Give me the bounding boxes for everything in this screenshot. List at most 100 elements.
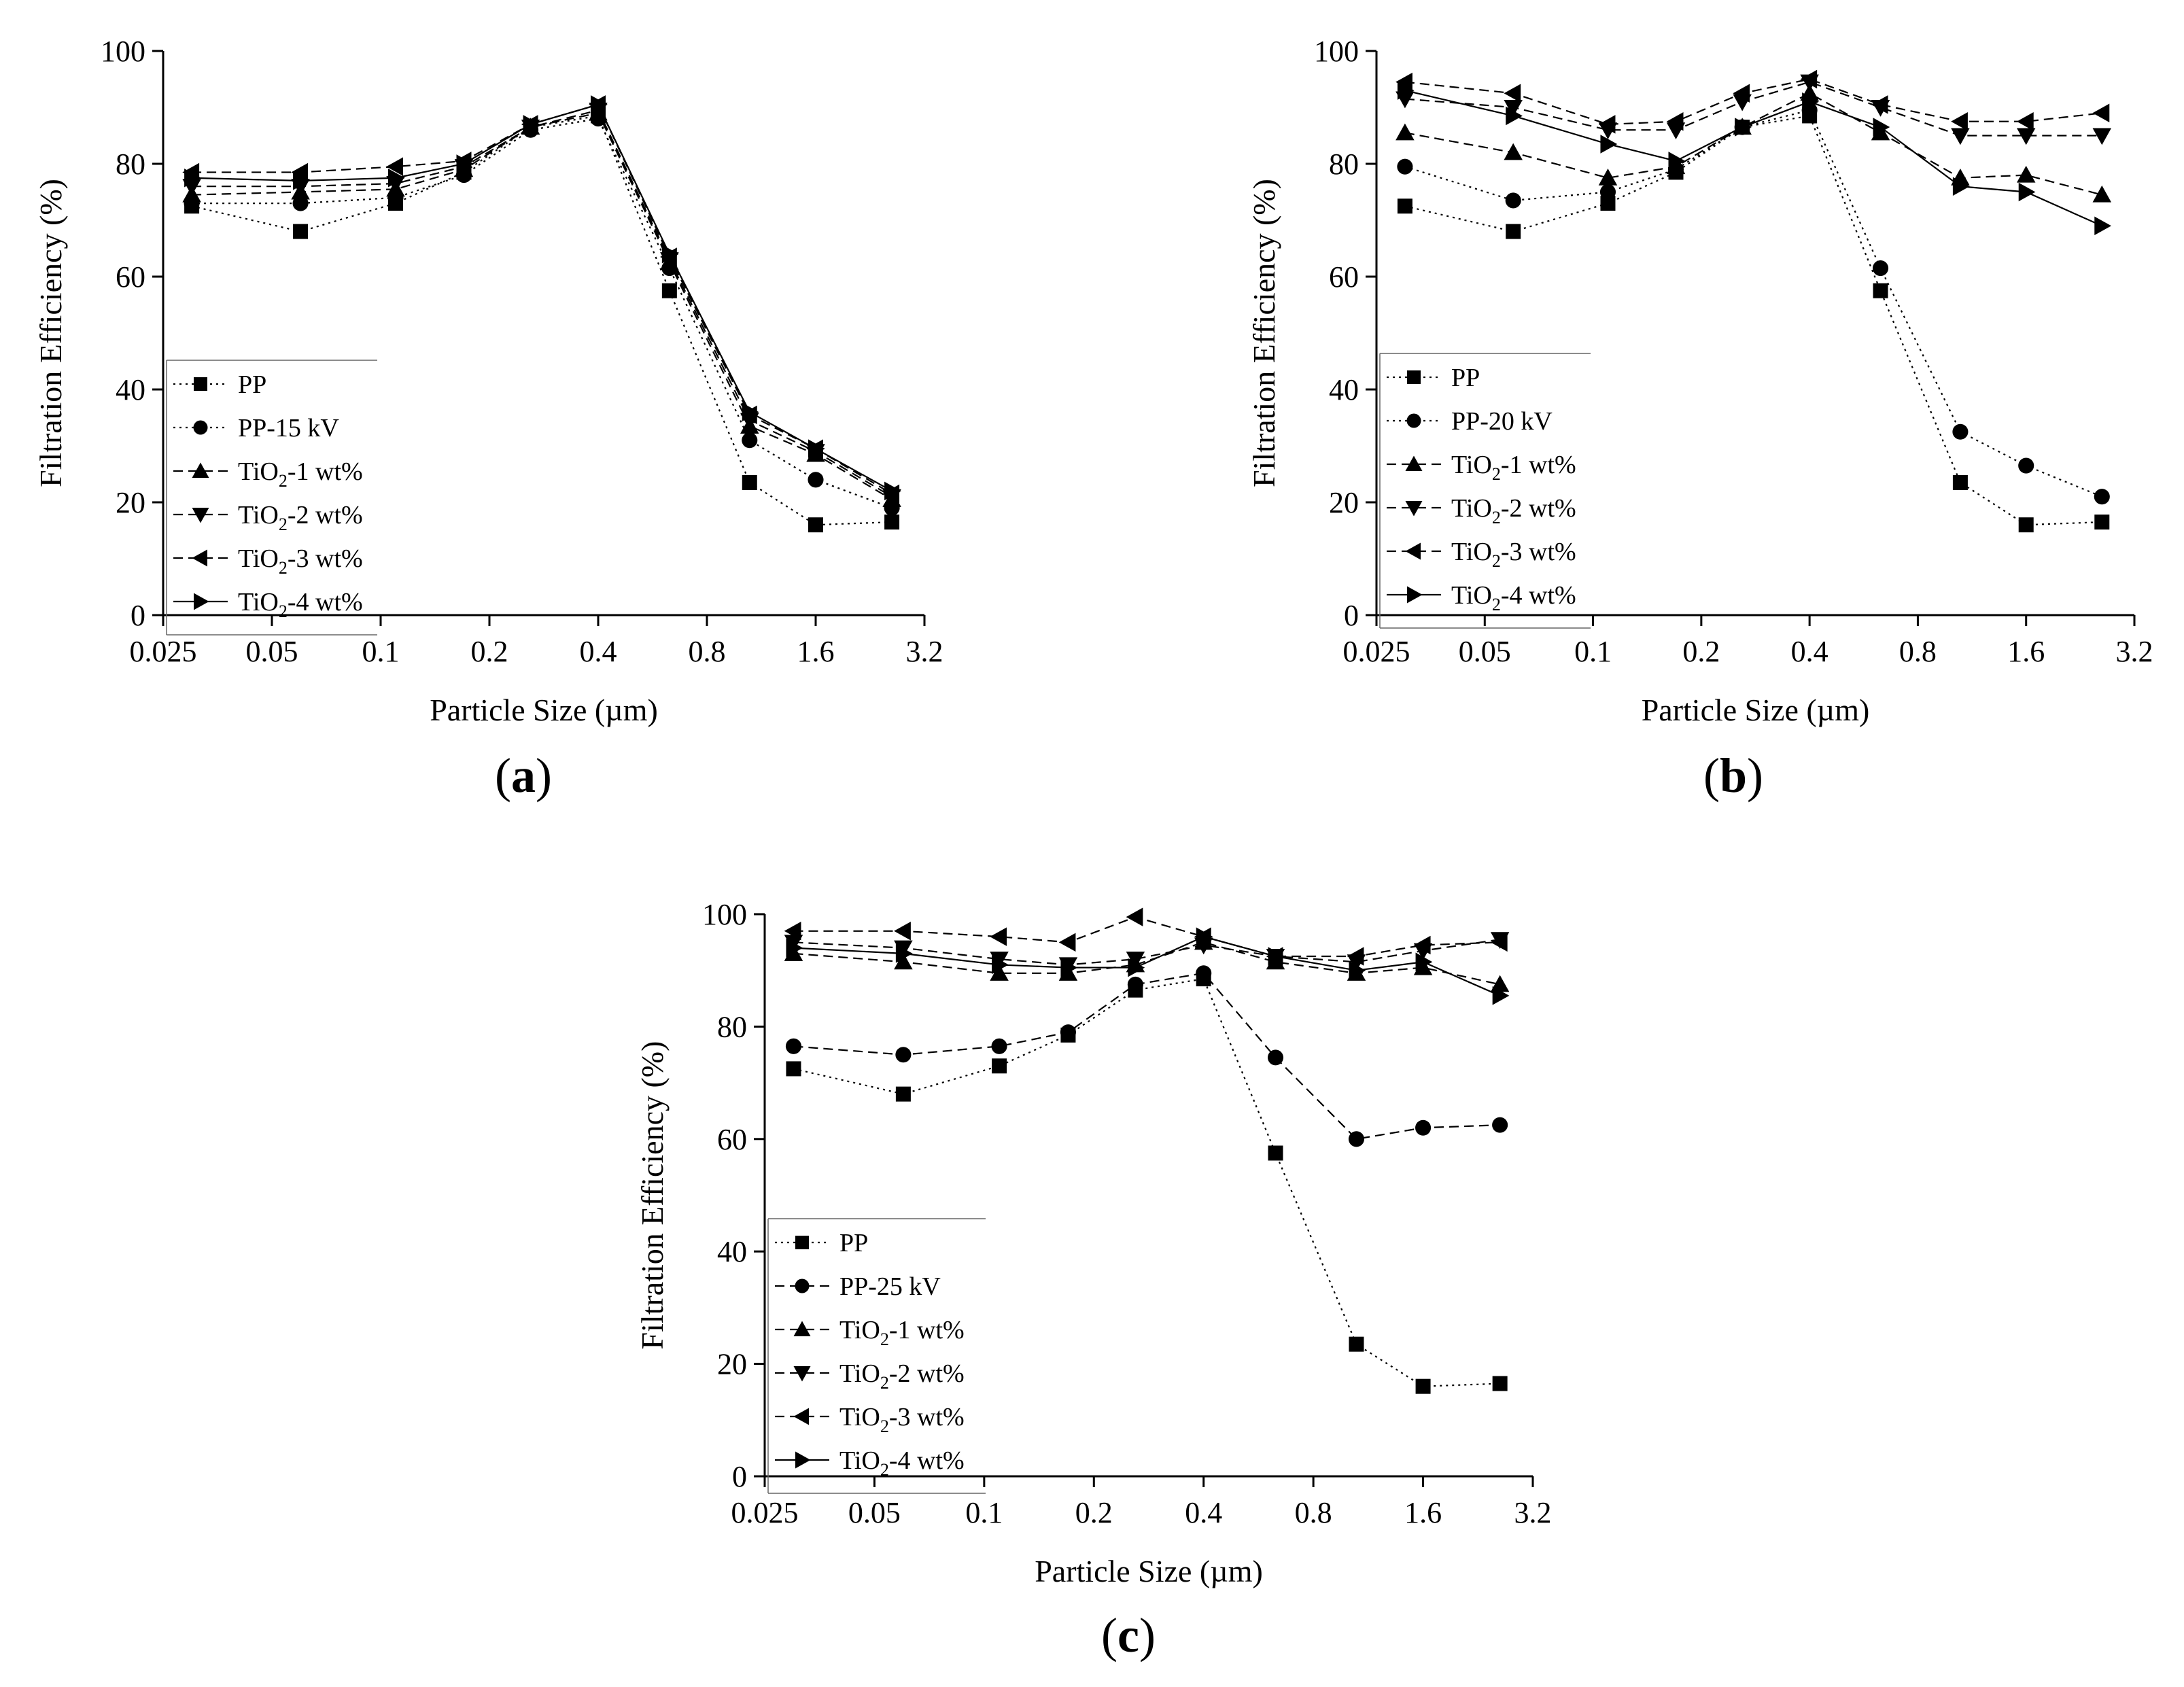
data-point	[1733, 84, 1750, 103]
legend-marker	[1406, 413, 1421, 428]
x-axis-label: Particle Size (µm)	[430, 693, 658, 727]
data-point	[1598, 115, 1616, 134]
data-point	[1267, 1049, 1284, 1066]
x-tick-label: 1.6	[2007, 635, 2045, 668]
legend-label: PP-15 kV	[238, 414, 339, 442]
data-point	[1492, 986, 1510, 1005]
series-line	[1404, 78, 2102, 126]
legend-marker	[793, 1408, 809, 1425]
series-line	[1404, 90, 2102, 227]
legend-label: TiO2-2 wt%	[238, 501, 363, 534]
data-point	[990, 964, 1009, 981]
data-point	[1490, 975, 1510, 992]
legend-marker	[194, 593, 209, 610]
legend-label: PP-20 kV	[1451, 407, 1553, 436]
data-point	[1951, 112, 1968, 131]
data-point	[1952, 474, 1968, 490]
x-tick-label: 0.8	[1295, 1496, 1332, 1529]
legend-marker	[793, 1366, 811, 1382]
data-point	[1396, 123, 1415, 141]
data-point	[1504, 100, 1523, 117]
data-point	[1599, 184, 1616, 201]
legend-marker	[1405, 501, 1423, 517]
legend-label: TiO2-4 wt%	[238, 588, 363, 621]
y-axis-label: Filtration Efficiency (%)	[33, 179, 68, 487]
series-pp-20-kv	[1397, 102, 2110, 505]
legend-label: TiO2-3 wt%	[1451, 538, 1576, 571]
data-point	[1951, 128, 1970, 145]
data-point	[1397, 81, 1415, 100]
data-point	[895, 1047, 912, 1063]
legend-marker	[192, 462, 209, 478]
x-tick-label: 0.8	[1899, 635, 1937, 668]
data-point	[884, 481, 901, 501]
legend-label: TiO2-1 wt%	[1451, 451, 1576, 484]
legend-item: TiO2-1 wt%	[775, 1316, 965, 1349]
legend: PP PP-15 kV TiO2-1 wt% TiO2-2 wt% TiO2-3 wt%…	[166, 360, 377, 636]
x-tick-label: 0.1	[362, 635, 400, 668]
data-point	[1060, 1024, 1076, 1041]
legend-item: PP	[1387, 364, 1480, 392]
series-line	[192, 103, 892, 492]
data-point	[2094, 216, 2112, 236]
legend-marker	[1407, 586, 1423, 604]
legend-label: TiO2-3 wt%	[839, 1403, 965, 1436]
data-point	[1802, 92, 1819, 111]
data-point	[1397, 158, 1413, 175]
data-point	[895, 1086, 911, 1102]
data-point	[1668, 152, 1686, 171]
legend-marker	[193, 420, 208, 435]
data-point	[1058, 933, 1076, 952]
x-axis-label: Particle Size (µm)	[1035, 1554, 1263, 1588]
data-point	[1873, 283, 1888, 298]
data-point	[742, 432, 758, 449]
legend-marker	[192, 549, 207, 567]
legend-item: TiO2-2 wt%	[1387, 494, 1576, 527]
y-tick-label: 100	[1314, 35, 1359, 68]
data-point	[884, 515, 900, 530]
data-point	[1347, 947, 1364, 966]
series-tio2-2-wt-	[1396, 74, 2112, 145]
legend-marker	[1405, 542, 1421, 560]
panel-label: (c)	[1101, 1608, 1156, 1663]
data-point	[2092, 185, 2112, 203]
y-tick-label: 40	[717, 1235, 747, 1268]
y-tick-label: 40	[116, 373, 145, 406]
legend-marker	[793, 1321, 811, 1336]
data-point	[1126, 907, 1143, 926]
legend-item: PP-15 kV	[173, 414, 339, 442]
data-point	[1268, 1145, 1283, 1161]
data-point	[1952, 423, 1969, 440]
data-point	[2018, 457, 2034, 474]
series-pp-25-kv	[785, 965, 1508, 1147]
y-tick-label: 40	[1329, 373, 1359, 406]
data-point	[1196, 927, 1213, 946]
legend-item: PP-20 kV	[1387, 407, 1553, 436]
x-tick-label: 3.2	[1514, 1496, 1552, 1529]
data-point	[1735, 118, 1752, 137]
data-point	[1349, 960, 1366, 980]
legend-item: PP	[775, 1229, 868, 1257]
chart-panel-c: 0 20 40 60 80 100 0.025 0.05 0.1 0.2 0.4 0.8 1.6 3.2 P…	[635, 898, 1552, 1663]
y-tick-label: 60	[717, 1123, 747, 1156]
legend-item: TiO2-3 wt%	[775, 1403, 965, 1436]
series-line	[793, 941, 1500, 986]
data-point	[1504, 84, 1521, 103]
legend-label: PP-25 kV	[839, 1272, 941, 1301]
x-tick-label: 3.2	[906, 635, 943, 668]
y-axis-label: Filtration Efficiency (%)	[1247, 179, 1281, 487]
data-point	[388, 169, 405, 188]
data-point	[1600, 196, 1616, 211]
y-tick-label: 60	[116, 260, 145, 294]
x-tick-label: 0.05	[848, 1496, 901, 1529]
data-point	[386, 157, 404, 176]
data-point	[1348, 1131, 1365, 1147]
series-tio2-4-wt-	[786, 927, 1510, 1005]
x-tick-label: 0.1	[1574, 635, 1612, 668]
data-point	[1871, 95, 1888, 114]
data-point	[293, 171, 310, 190]
legend-item: TiO2-3 wt%	[1387, 538, 1576, 571]
data-point	[992, 1058, 1007, 1074]
series-tio2-2-wt-	[182, 103, 901, 506]
y-tick-label: 0	[131, 599, 145, 632]
